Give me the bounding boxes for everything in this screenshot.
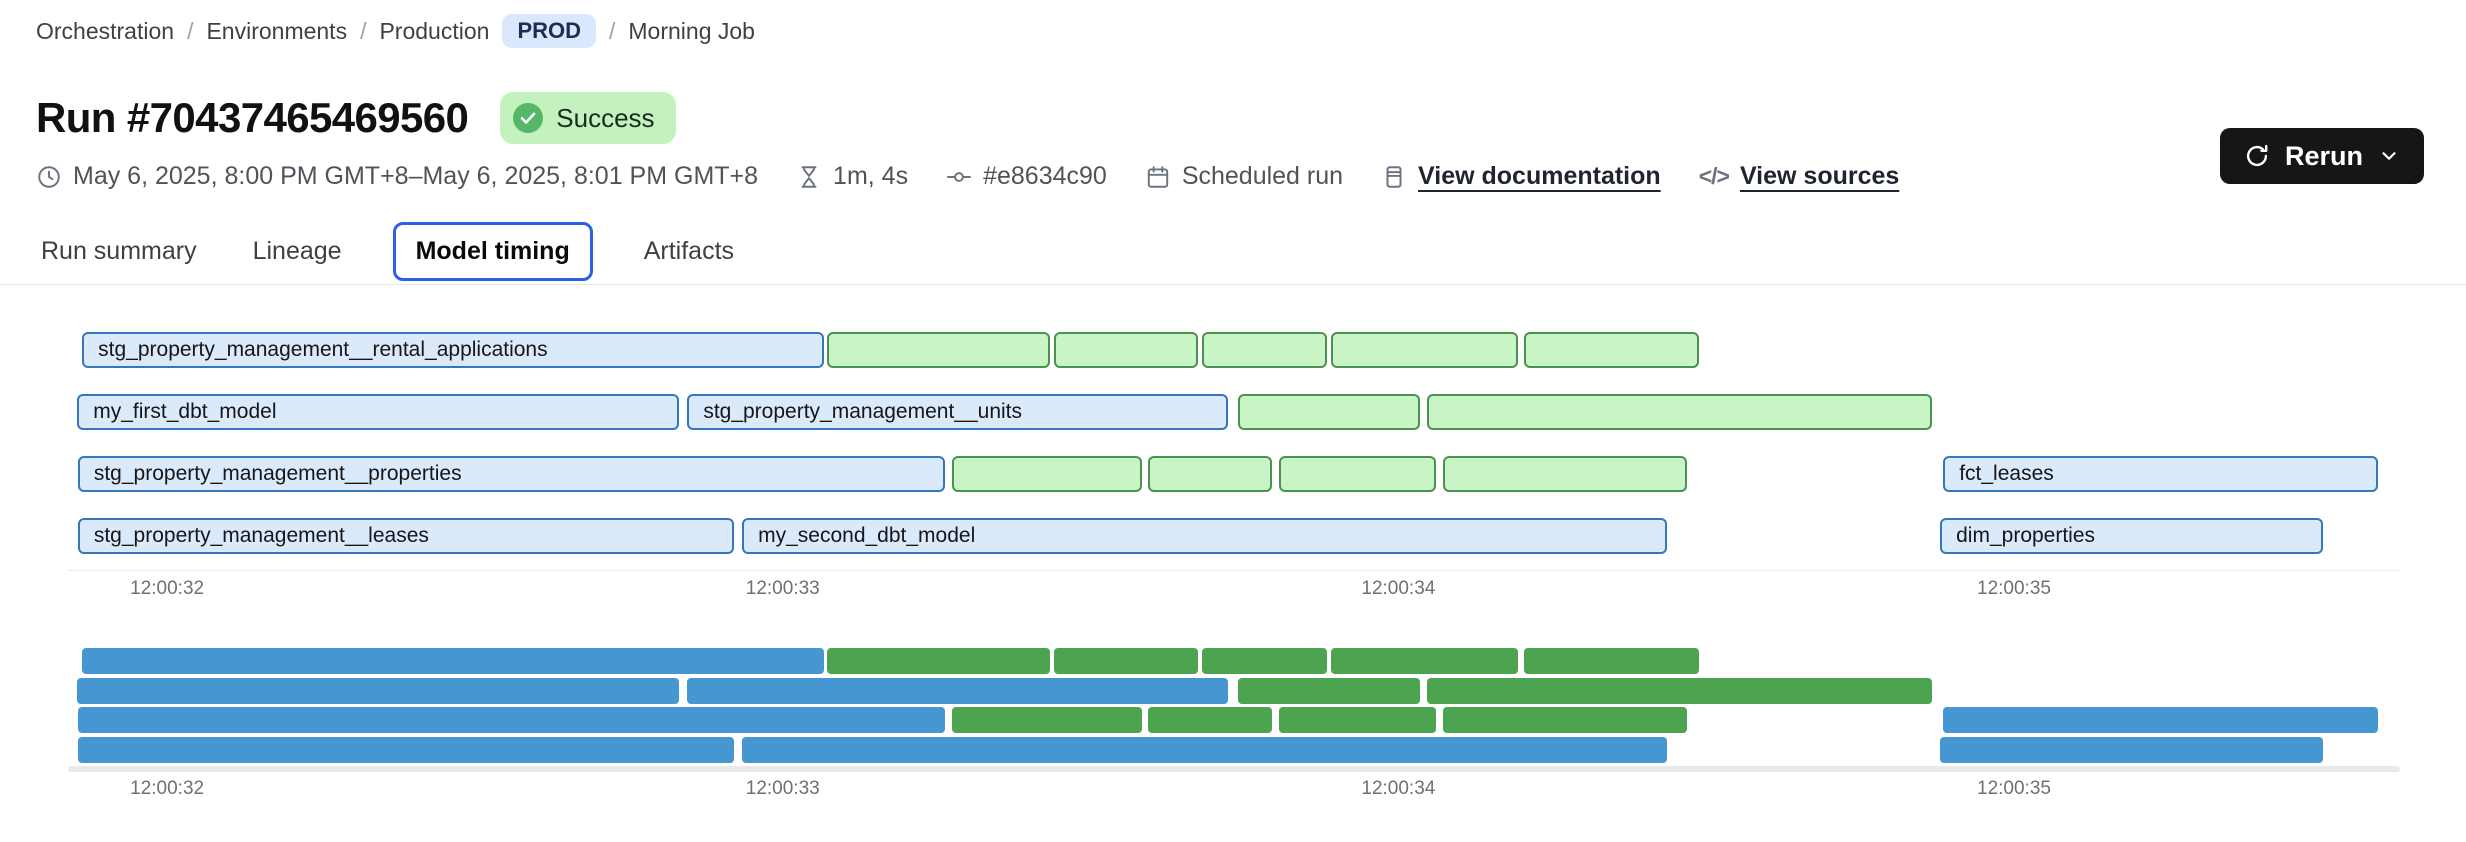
tab-run-summary[interactable]: Run summary [41, 237, 197, 265]
tab-artifacts[interactable]: Artifacts [643, 237, 735, 265]
gantt-bar[interactable] [1147, 456, 1273, 492]
gantt-bar-stg_property_management__properties[interactable]: stg_property_management__properties [77, 456, 945, 492]
minimap-bar [1330, 648, 1518, 674]
success-check-icon [513, 103, 544, 133]
model-timing-gantt: stg_property_management__rental_applicat… [68, 332, 2400, 554]
timeline-minimap[interactable] [68, 648, 2400, 763]
code-icon: </> [1698, 163, 1730, 189]
minimap-bar [77, 707, 945, 733]
run-duration: 1m, 4s [796, 162, 908, 191]
minimap-bar [1442, 707, 1688, 733]
axis-tick-label: 12:00:34 [1361, 578, 1436, 599]
breadcrumb: Orchestration / Environments / Productio… [36, 14, 755, 48]
minimap-bar [1238, 677, 1420, 704]
axis-tick-label: 12:00:33 [745, 778, 820, 799]
gantt-bar[interactable] [1426, 394, 1933, 430]
view-documentation-link[interactable]: View documentation [1381, 162, 1661, 191]
gantt-bar[interactable] [1523, 332, 1699, 368]
git-commit-icon [947, 171, 972, 182]
gantt-bar[interactable] [1238, 394, 1420, 430]
minimap-time-axis: 12:00:32 12:00:33 12:00:34 12:00:35 [68, 778, 2400, 804]
minimap-bar [1278, 707, 1436, 733]
minimap-bar [827, 648, 1050, 674]
gantt-bar[interactable] [1442, 456, 1688, 492]
gantt-bar-label: stg_property_management__leases [93, 524, 429, 547]
gantt-bar-fct_leases[interactable]: fct_leases [1943, 456, 2378, 492]
minimap-bar [952, 707, 1142, 733]
run-trigger: Scheduled run [1145, 162, 1343, 191]
gantt-bar-label: stg_property_management__units [703, 400, 1023, 423]
axis-tick-label: 12:00:35 [1977, 578, 2051, 599]
gantt-bar[interactable] [1053, 332, 1198, 368]
gantt-bar-label: fct_leases [1959, 462, 2054, 485]
environment-badge: PROD [502, 14, 596, 48]
refresh-icon [2244, 143, 2270, 169]
gantt-bar-dim_properties[interactable]: dim_properties [1940, 518, 2324, 554]
gantt-bar[interactable] [1278, 456, 1436, 492]
minimap-scroll-track[interactable] [68, 766, 2400, 772]
breadcrumb-separator: / [609, 17, 616, 44]
minimap-bar [1147, 707, 1273, 733]
gantt-bar-my_first_dbt_model[interactable]: my_first_dbt_model [77, 394, 680, 430]
run-time-range: May 6, 2025, 8:00 PM GMT+8–May 6, 2025, … [36, 162, 758, 191]
tabs-divider [0, 284, 2466, 285]
minimap-bar [1523, 648, 1699, 674]
chevron-down-icon [2378, 145, 2400, 167]
hourglass-icon [801, 165, 817, 188]
gantt-bar-my_second_dbt_model[interactable]: my_second_dbt_model [742, 518, 1667, 554]
minimap-bar [742, 736, 1667, 763]
minimap-bar [1426, 677, 1933, 704]
status-badge: Success [500, 92, 676, 144]
gantt-bar[interactable] [827, 332, 1050, 368]
breadcrumb-separator: / [360, 17, 367, 44]
gantt-bar[interactable] [1201, 332, 1327, 368]
calendar-icon [1147, 165, 1168, 188]
run-tabs: Run summary Lineage Model timing Artifac… [36, 222, 739, 281]
status-label: Success [556, 102, 655, 133]
gantt-bar[interactable] [952, 456, 1142, 492]
run-meta-row: May 6, 2025, 8:00 PM GMT+8–May 6, 2025, … [36, 162, 1899, 191]
axis-tick-label: 12:00:32 [130, 778, 205, 799]
gantt-bar[interactable] [1330, 332, 1518, 368]
gantt-bar-label: stg_property_management__rental_applicat… [98, 338, 548, 361]
minimap-bar [1201, 648, 1327, 674]
minimap-bar [77, 736, 735, 763]
gantt-bar-label: stg_property_management__properties [93, 462, 462, 485]
title-row: Run #70437465469560 Success [36, 88, 676, 148]
gantt-bar-label: dim_properties [1956, 524, 2096, 547]
gantt-time-axis: 12:00:32 12:00:33 12:00:34 12:00:35 [68, 578, 2400, 604]
gantt-bar-stg_property_management__rental_applications[interactable]: stg_property_management__rental_applicat… [82, 332, 824, 368]
minimap-bar [1943, 707, 2378, 733]
minimap-bar [77, 677, 680, 704]
minimap-bar [687, 677, 1228, 704]
gantt-bar-stg_property_management__leases[interactable]: stg_property_management__leases [77, 518, 735, 554]
minimap-bar [1940, 736, 2324, 763]
tab-model-timing[interactable]: Model timing [392, 222, 593, 281]
breadcrumb-item-orchestration[interactable]: Orchestration [36, 17, 175, 44]
gantt-bar-stg_property_management__units[interactable]: stg_property_management__units [687, 394, 1228, 430]
documentation-icon [1386, 165, 1402, 188]
minimap-bar [1053, 648, 1198, 674]
page-title: Run #70437465469560 [36, 94, 469, 141]
breadcrumb-item-environments[interactable]: Environments [206, 17, 348, 44]
axis-tick-label: 12:00:33 [745, 578, 820, 599]
breadcrumb-item-production[interactable]: Production [379, 17, 490, 44]
axis-tick-label: 12:00:34 [1361, 778, 1436, 799]
minimap-bar [82, 648, 824, 674]
rerun-button[interactable]: Rerun [2219, 128, 2424, 184]
gantt-bar-label: my_second_dbt_model [758, 524, 976, 547]
rerun-label: Rerun [2284, 140, 2363, 171]
axis-tick-label: 12:00:35 [1977, 778, 2051, 799]
clock-icon [38, 165, 60, 188]
commit-hash: #e8634c90 [946, 162, 1107, 191]
breadcrumb-item-morning-job[interactable]: Morning Job [628, 17, 755, 44]
view-sources-link[interactable]: </> View sources [1698, 162, 1900, 190]
breadcrumb-separator: / [187, 17, 194, 44]
axis-tick-label: 12:00:32 [130, 578, 205, 599]
gantt-axis-line [68, 570, 2400, 571]
tab-lineage[interactable]: Lineage [252, 237, 342, 265]
gantt-bar-label: my_first_dbt_model [93, 400, 277, 423]
